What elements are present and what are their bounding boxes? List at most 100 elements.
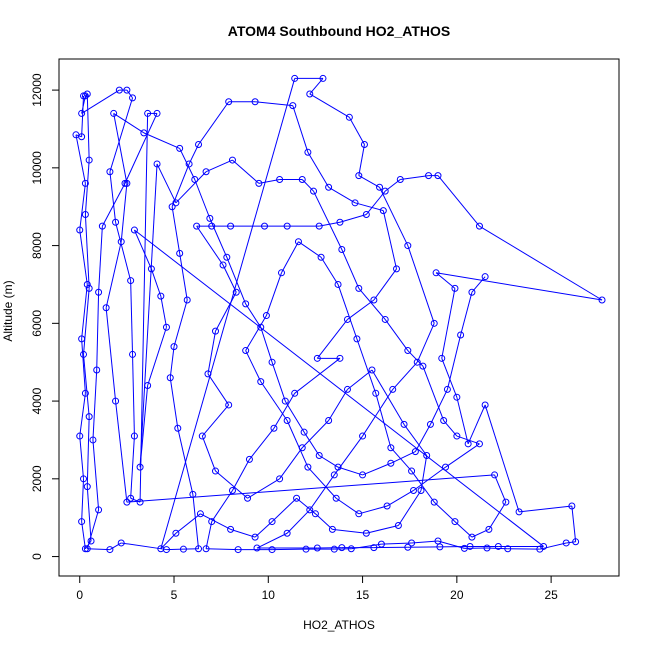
y-tick-label: 2000 [30, 465, 44, 492]
series-segment [81, 284, 88, 339]
series-segment [436, 272, 603, 301]
series-segment [281, 241, 299, 274]
series-segment [339, 214, 367, 223]
series-segment [134, 229, 544, 547]
data-point [183, 296, 191, 304]
data-point [466, 542, 474, 550]
series-segment [105, 307, 117, 402]
series-segment [328, 186, 356, 204]
series-segment [445, 443, 480, 468]
data-point [174, 424, 182, 432]
series-segment [315, 513, 333, 530]
series-segment [121, 542, 167, 551]
series-segment [286, 509, 311, 534]
data-point [268, 358, 276, 366]
data-point [257, 378, 265, 386]
data-point [80, 350, 88, 358]
data-point [162, 323, 170, 331]
data-point [277, 269, 285, 277]
series-segment [413, 466, 446, 491]
series-segment [566, 541, 576, 544]
data-point [208, 222, 216, 230]
series-segment [362, 462, 392, 476]
data-point [157, 545, 165, 553]
data-point [347, 545, 355, 553]
data-point [204, 370, 212, 378]
data-point [261, 222, 269, 230]
series-segment [271, 497, 297, 522]
data-point [330, 471, 338, 479]
data-point [211, 467, 219, 475]
data-point [438, 354, 446, 362]
data-point [562, 539, 570, 547]
data-point [89, 436, 97, 444]
data-point [540, 542, 548, 550]
series-segment [366, 524, 399, 534]
data-point [179, 545, 187, 553]
data-point [85, 413, 93, 421]
data-point [129, 94, 137, 102]
data-point [219, 261, 227, 269]
series-segment [150, 268, 162, 297]
data-point [195, 141, 203, 149]
data-point [98, 222, 106, 230]
series-segment [130, 436, 135, 499]
data-point [227, 525, 235, 533]
series-segment [188, 144, 199, 165]
data-point [389, 385, 397, 393]
data-point [360, 141, 368, 149]
data-point [87, 537, 95, 545]
series-segment [232, 459, 250, 491]
data-point [147, 265, 155, 273]
series-segment [79, 393, 86, 437]
data-point [106, 546, 114, 554]
series-segment [379, 187, 409, 246]
data-point [185, 160, 193, 168]
data-point [343, 315, 351, 323]
series-segment [479, 225, 603, 301]
series-segment [254, 521, 273, 538]
series-segment [113, 113, 128, 184]
series-segment [109, 97, 134, 172]
data-point [464, 440, 472, 448]
series-segment [365, 190, 386, 215]
data-point [368, 366, 376, 374]
data-point [294, 238, 302, 246]
data-point [127, 494, 135, 502]
data-point [442, 463, 450, 471]
series-segment [143, 132, 180, 149]
series-segment [416, 323, 435, 363]
data-point [242, 347, 250, 355]
series-segment [179, 148, 196, 180]
series-segment [84, 214, 90, 289]
series-segment [454, 521, 473, 538]
data-point [325, 417, 333, 425]
series-segment [484, 404, 520, 513]
data-point [123, 498, 131, 506]
series-segment [105, 241, 122, 308]
data-point [483, 544, 491, 552]
series-segment [333, 435, 363, 476]
series-segment [81, 521, 86, 549]
series-segment [156, 163, 177, 204]
series-segment [309, 93, 350, 118]
data-point [393, 265, 401, 273]
data-point [157, 292, 165, 300]
series-segment [173, 299, 188, 347]
series-segment [307, 152, 330, 188]
data-point [394, 521, 402, 529]
series-segment [358, 505, 388, 515]
series-segment [271, 362, 286, 402]
data-point [257, 323, 265, 331]
data-point [336, 218, 344, 226]
y-tick-label: 12000 [30, 73, 44, 107]
data-point [362, 210, 370, 218]
data-point [336, 354, 344, 362]
data-point [481, 273, 489, 281]
series-segment [87, 548, 110, 551]
series-segment [309, 474, 335, 511]
data-point [270, 424, 278, 432]
series-segment [81, 89, 120, 114]
series-segment [201, 404, 230, 437]
data-point [485, 525, 493, 533]
